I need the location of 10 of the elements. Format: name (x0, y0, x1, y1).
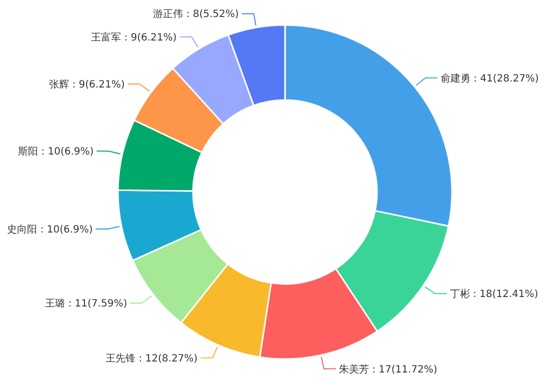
slice-label: 斯阳 : 10(6.9%) (18, 146, 94, 158)
slice-label: 王先锋 : 12(8.27%) (106, 352, 198, 364)
slice-label: 张辉 : 9(6.21%) (49, 78, 125, 91)
slice-label: 朱美芳 : 17(11.72%) (338, 363, 438, 376)
slice-label: 史向阳 : 10(6.9%) (7, 223, 93, 236)
slice-label: 俞建勇 : 41(28.27%) (440, 72, 539, 84)
slice-label: 丁彬 : 18(12.41%) (450, 288, 538, 300)
slice-label: 王富军 : 9(6.21%) (91, 31, 177, 44)
slice-label: 王璐 : 11(7.59%) (45, 298, 128, 310)
slice-label: 游正伟 : 8(5.52%) (153, 8, 239, 20)
